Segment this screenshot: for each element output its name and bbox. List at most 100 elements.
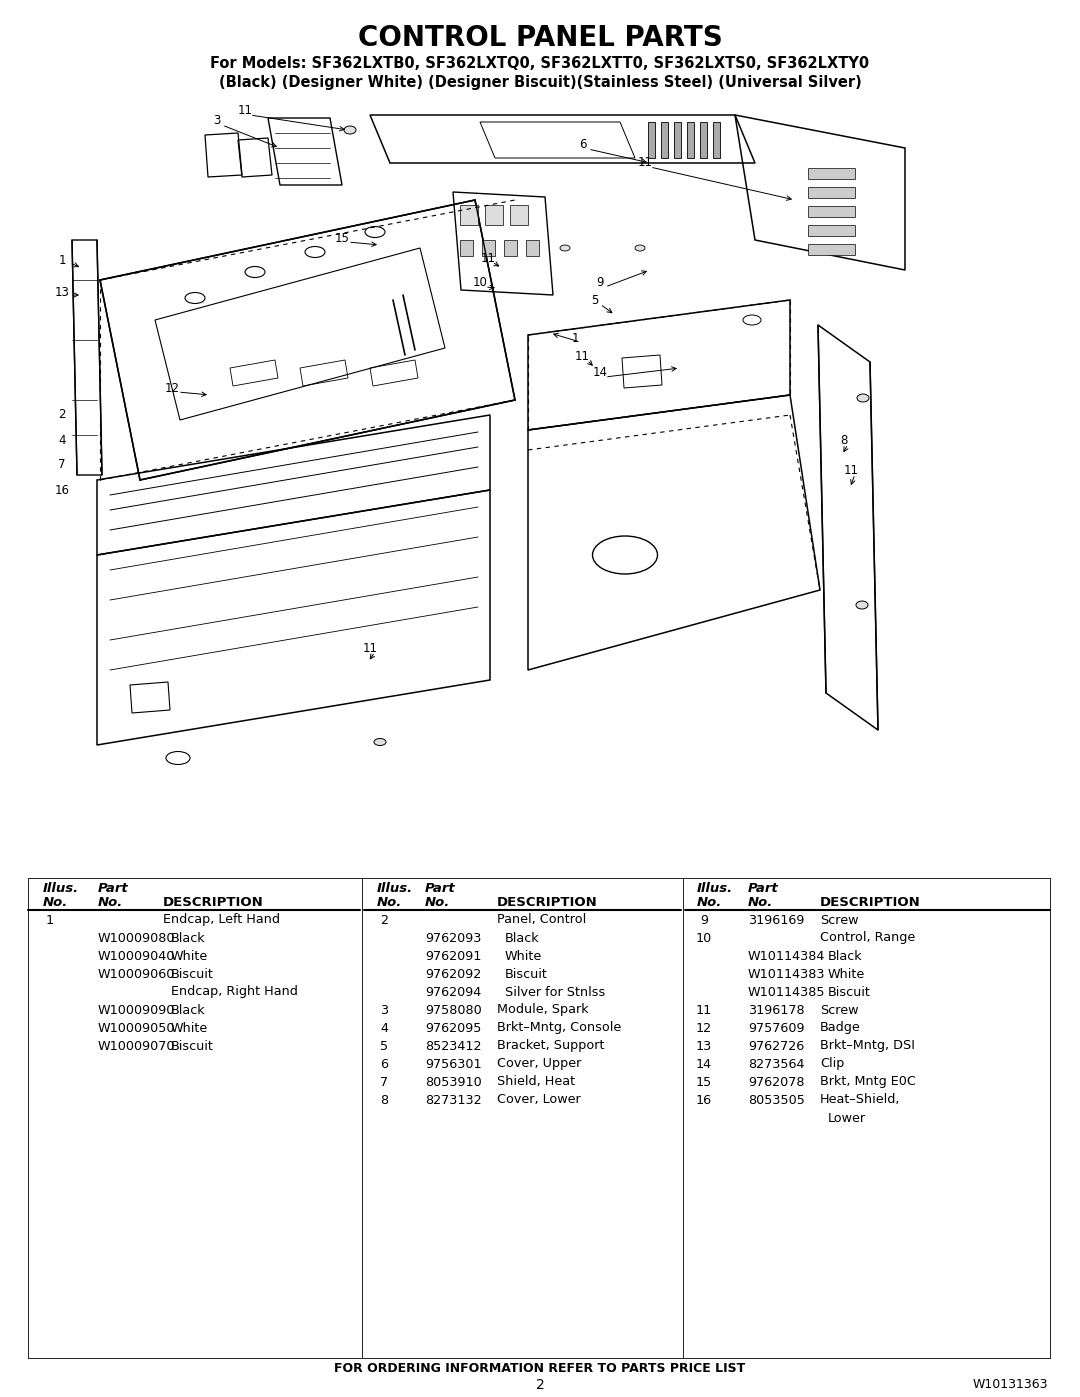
Text: Cover, Upper: Cover, Upper [497,1058,581,1070]
Text: W10009090: W10009090 [98,1003,175,1017]
Text: 8053505: 8053505 [748,1094,805,1106]
Polygon shape [661,122,669,158]
Polygon shape [526,240,539,256]
Text: Shield, Heat: Shield, Heat [497,1076,576,1088]
Text: 1: 1 [58,253,66,267]
Polygon shape [808,168,855,179]
Text: 6: 6 [380,1058,388,1070]
Text: 6: 6 [579,138,586,151]
Polygon shape [485,205,503,225]
Text: 11: 11 [637,156,652,169]
Text: Brkt–Mntg, DSI: Brkt–Mntg, DSI [820,1039,915,1052]
Text: Screw: Screw [820,914,859,926]
Text: Bracket, Support: Bracket, Support [497,1039,605,1052]
Polygon shape [504,240,517,256]
Text: No.: No. [748,895,773,908]
Text: 5: 5 [380,1039,388,1052]
Text: FOR ORDERING INFORMATION REFER TO PARTS PRICE LIST: FOR ORDERING INFORMATION REFER TO PARTS … [335,1362,745,1375]
Text: W10009070: W10009070 [98,1039,175,1052]
Text: 13: 13 [55,285,69,299]
Polygon shape [510,205,528,225]
Text: 11: 11 [696,1003,712,1017]
Ellipse shape [635,244,645,251]
Polygon shape [700,122,707,158]
Text: 15: 15 [335,232,350,244]
Text: W10114384: W10114384 [748,950,825,963]
Text: 16: 16 [696,1094,712,1106]
Polygon shape [808,244,855,256]
Text: 10: 10 [473,277,487,289]
Text: 12: 12 [164,381,179,394]
Polygon shape [808,205,855,217]
Text: Biscuit: Biscuit [828,985,870,999]
Text: White: White [171,1021,208,1035]
Text: 8: 8 [380,1094,388,1106]
Polygon shape [482,240,495,256]
Text: 11: 11 [843,464,859,476]
Text: 2: 2 [536,1377,544,1391]
Text: Biscuit: Biscuit [505,968,548,981]
Text: DESCRIPTION: DESCRIPTION [497,895,597,908]
Text: 9762078: 9762078 [748,1076,805,1088]
Ellipse shape [374,739,386,746]
Text: Screw: Screw [820,1003,859,1017]
Text: W10009080: W10009080 [98,932,175,944]
Text: 2: 2 [380,914,388,926]
Polygon shape [460,240,473,256]
Text: 9756301: 9756301 [426,1058,482,1070]
Text: 11: 11 [481,251,496,264]
Text: Black: Black [171,932,205,944]
Text: Part: Part [98,882,129,894]
Text: No.: No. [98,895,123,908]
Text: No.: No. [426,895,450,908]
Polygon shape [460,205,478,225]
Text: 9: 9 [700,914,708,926]
Text: Black: Black [171,1003,205,1017]
Text: DESCRIPTION: DESCRIPTION [820,895,921,908]
Text: Brkt, Mntg E0C: Brkt, Mntg E0C [820,1076,916,1088]
Text: Module, Spark: Module, Spark [497,1003,589,1017]
Text: White: White [505,950,542,963]
Text: No.: No. [377,895,402,908]
Text: 10: 10 [696,932,712,944]
Text: Illus.: Illus. [377,882,414,894]
Text: 4: 4 [58,433,66,447]
Text: 11: 11 [238,103,253,116]
Text: 14: 14 [593,366,607,380]
Text: Heat–Shield,: Heat–Shield, [820,1094,901,1106]
Ellipse shape [561,244,570,251]
Text: 3: 3 [380,1003,388,1017]
Text: Endcap, Right Hand: Endcap, Right Hand [171,985,298,999]
Text: CONTROL PANEL PARTS: CONTROL PANEL PARTS [357,24,723,52]
Text: Brkt–Mntg, Console: Brkt–Mntg, Console [497,1021,621,1035]
Text: 9762092: 9762092 [426,968,482,981]
Ellipse shape [858,394,869,402]
Text: 8053910: 8053910 [426,1076,482,1088]
Text: 11: 11 [363,641,378,655]
Text: 4: 4 [380,1021,388,1035]
Text: 1: 1 [571,331,579,345]
Text: Biscuit: Biscuit [171,968,214,981]
Text: 12: 12 [696,1021,712,1035]
Text: 14: 14 [696,1058,712,1070]
Text: Black: Black [828,950,863,963]
Text: W10009050: W10009050 [98,1021,175,1035]
Text: 5: 5 [592,293,598,306]
Text: 2: 2 [58,408,66,422]
Text: Clip: Clip [820,1058,845,1070]
Text: 8273564: 8273564 [748,1058,805,1070]
Text: 3: 3 [214,113,220,127]
Text: Panel, Control: Panel, Control [497,914,586,926]
Polygon shape [648,122,654,158]
Text: W10131363: W10131363 [972,1379,1048,1391]
Text: 1: 1 [46,914,54,926]
Text: 9: 9 [596,277,604,289]
Text: Part: Part [748,882,779,894]
Text: DESCRIPTION: DESCRIPTION [163,895,264,908]
Text: Silver for Stnlss: Silver for Stnlss [505,985,605,999]
Text: 9762094: 9762094 [426,985,482,999]
Text: For Models: SF362LXTB0, SF362LXTQ0, SF362LXTT0, SF362LXTS0, SF362LXTY0: For Models: SF362LXTB0, SF362LXTQ0, SF36… [211,56,869,71]
Text: 11: 11 [575,349,590,362]
Text: W10114385: W10114385 [748,985,825,999]
Text: 8: 8 [840,433,848,447]
